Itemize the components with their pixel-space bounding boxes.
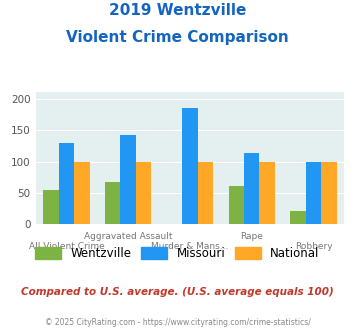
Bar — [74, 162, 89, 224]
Bar — [306, 162, 321, 224]
Bar — [182, 108, 198, 224]
Bar — [105, 182, 120, 224]
Text: Aggravated Assault: Aggravated Assault — [84, 232, 173, 242]
Bar — [120, 135, 136, 224]
Bar — [321, 162, 337, 224]
Text: Murder & Mans...: Murder & Mans... — [151, 243, 229, 251]
Bar — [260, 162, 275, 224]
Bar — [59, 143, 74, 224]
Text: 2019 Wentzville: 2019 Wentzville — [109, 3, 246, 18]
Bar — [136, 162, 151, 224]
Bar — [244, 153, 260, 224]
Bar — [229, 186, 244, 224]
Text: Rape: Rape — [240, 232, 263, 242]
Bar — [198, 162, 213, 224]
Legend: Wentzville, Missouri, National: Wentzville, Missouri, National — [31, 242, 324, 265]
Text: Violent Crime Comparison: Violent Crime Comparison — [66, 30, 289, 45]
Bar — [290, 211, 306, 224]
Text: © 2025 CityRating.com - https://www.cityrating.com/crime-statistics/: © 2025 CityRating.com - https://www.city… — [45, 318, 310, 327]
Text: Robbery: Robbery — [295, 243, 332, 251]
Bar — [43, 190, 59, 224]
Text: Compared to U.S. average. (U.S. average equals 100): Compared to U.S. average. (U.S. average … — [21, 287, 334, 297]
Text: All Violent Crime: All Violent Crime — [28, 243, 104, 251]
